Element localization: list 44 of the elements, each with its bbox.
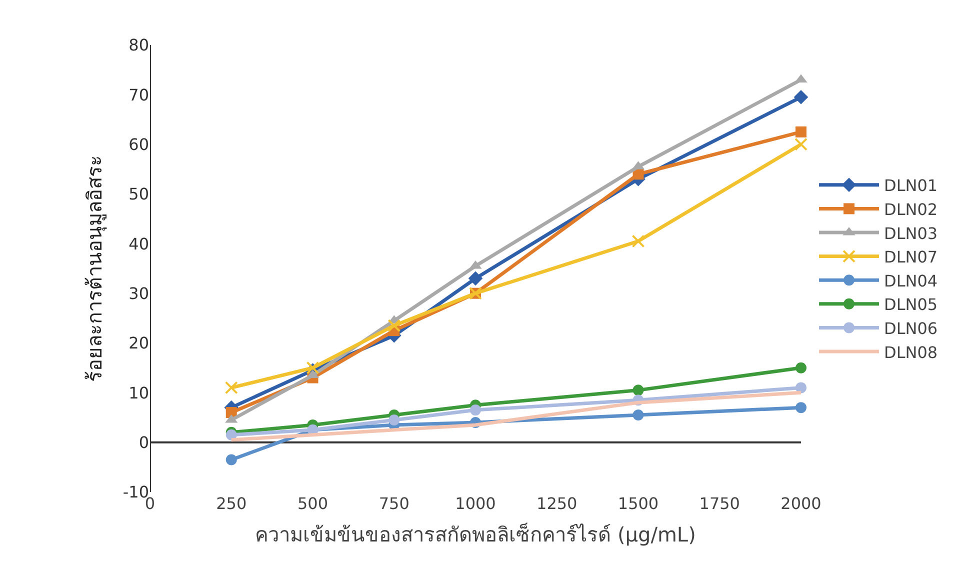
point — [306, 361, 320, 374]
x-tick-label: 250 — [216, 494, 247, 513]
point — [632, 384, 644, 396]
y-tick-label: 50 — [128, 184, 149, 204]
legend-label: DLN05 — [884, 295, 938, 314]
x-tick-label: 1750 — [699, 494, 740, 513]
y-tick-label: 60 — [128, 134, 149, 154]
x-tick-label: 1500 — [618, 494, 659, 513]
point — [226, 429, 237, 440]
x-tick-label: 1250 — [536, 494, 578, 513]
legend-label: DLN06 — [884, 318, 938, 338]
legend-label: DLN02 — [884, 200, 938, 219]
point — [388, 319, 401, 332]
y-tick-label: 40 — [128, 234, 149, 254]
point — [794, 138, 808, 151]
point — [794, 90, 808, 104]
point — [796, 382, 806, 394]
legend-label: DLN03 — [884, 224, 938, 243]
x-tick-label: 2000 — [780, 494, 822, 513]
x-tick-label: 1000 — [455, 494, 496, 513]
point — [226, 454, 237, 466]
x-axis-title: ความเข้มข้นของสารสกัดพอลิเซ็กคาร์ไรด์ (µg/mL) — [255, 522, 696, 546]
y-tick-label: 80 — [128, 36, 149, 55]
y-tick-label: 30 — [128, 284, 149, 303]
y-tick-label: 70 — [128, 85, 149, 104]
point — [388, 414, 400, 426]
y-tick-label: 20 — [128, 334, 149, 353]
y-tick-label: 10 — [128, 383, 149, 402]
point — [470, 404, 481, 416]
y-tick-label: 0 — [138, 432, 149, 452]
point — [632, 410, 644, 421]
point — [468, 271, 483, 286]
point — [796, 126, 806, 138]
point — [224, 381, 238, 394]
legend-label: DLN08 — [884, 342, 938, 362]
legend-label: DLN01 — [884, 176, 938, 196]
y-axis-title: ร้อยละการต้านอนุมูลอิสระ — [82, 155, 108, 382]
x-tick-label: 500 — [297, 494, 328, 513]
point — [796, 402, 806, 414]
legend-label: DLN04 — [884, 271, 938, 290]
point — [632, 234, 645, 248]
x-tick-label: 750 — [378, 494, 410, 513]
point — [796, 362, 806, 374]
legend-label: DLN07 — [884, 248, 938, 267]
